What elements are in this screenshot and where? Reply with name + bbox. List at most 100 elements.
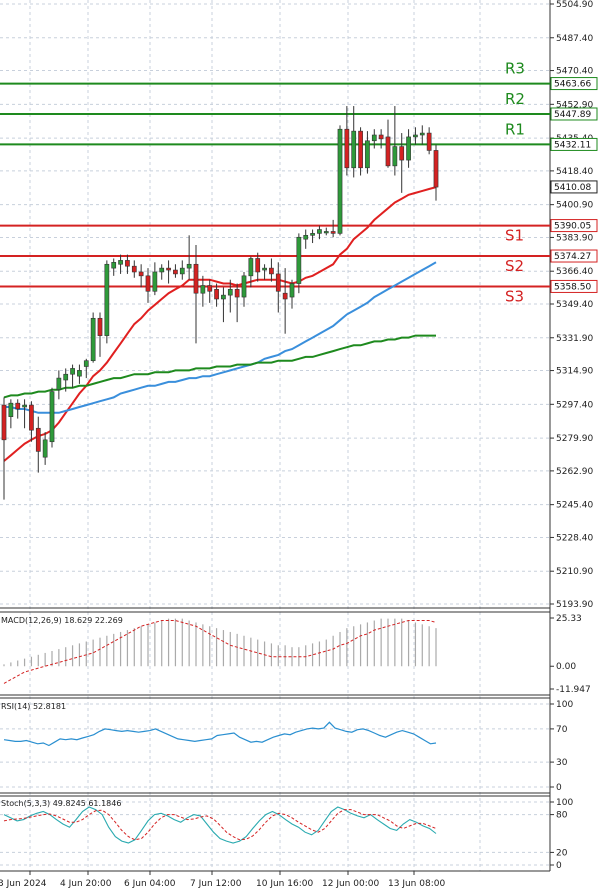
candle-body (221, 294, 226, 300)
price-tick-label: 5504.90 (556, 0, 593, 10)
time-tick-label: 4 Jun 20:00 (60, 879, 112, 889)
rsi-tick-label: 0 (556, 783, 562, 793)
candle-body (35, 427, 41, 452)
candle-body (1, 404, 7, 441)
panel-borders (0, 0, 551, 872)
candle-body (173, 269, 178, 275)
price-tick-label: 5210.90 (556, 567, 593, 577)
candle-body (56, 377, 62, 390)
candle-body (29, 404, 34, 431)
candle-body (214, 289, 219, 300)
candle-body (125, 260, 130, 267)
level-tag-text: 5463.66 (554, 80, 591, 90)
price-tick-label: 5245.40 (556, 501, 593, 511)
candle-body (22, 404, 27, 408)
candle-body (337, 128, 343, 234)
candle-body (330, 231, 336, 234)
macd-label: MACD(12,26,9) 18.629 22.269 (1, 616, 123, 625)
price-tick-label: 5349.40 (556, 300, 593, 310)
candle-body (15, 402, 21, 410)
level-tag-text: 5447.89 (554, 110, 591, 120)
candle-body (358, 130, 363, 169)
price-tick-label: 5331.90 (556, 334, 593, 344)
rsi-line (3, 721, 437, 747)
candle-body (42, 439, 48, 458)
candle-body (200, 285, 206, 294)
price-tick-label: 5262.90 (556, 467, 593, 477)
level-tag-box (550, 77, 598, 91)
candle-body (406, 136, 411, 161)
stoch-panel: 100 80 20 0 (0, 798, 573, 871)
level-label-s1: S1 (505, 227, 524, 245)
rsi-tick-label: 30 (556, 758, 568, 768)
candle-body (433, 150, 439, 188)
moving-average-green (3, 334, 436, 399)
candle-body (138, 271, 144, 277)
macd-panel: 25.33 0.00 -11.947 (3, 614, 591, 695)
candle-body (77, 370, 82, 377)
time-tick-label: 3 Jun 2024 (0, 879, 47, 889)
candle-body (234, 289, 240, 298)
price-tick-label: 5366.40 (556, 267, 593, 277)
level-label-s3: S3 (505, 287, 524, 305)
time-tick-label: 13 Jun 08:00 (388, 879, 445, 889)
candle-body (159, 267, 165, 273)
candle-body (8, 402, 14, 417)
candle-body (152, 271, 158, 292)
candle-body (131, 265, 137, 273)
candle-body (241, 275, 247, 298)
candle-body (392, 146, 398, 167)
rsi-tick-label: 70 (556, 725, 568, 735)
candle-body (282, 292, 288, 300)
level-label-r1: R1 (505, 120, 525, 138)
current-price-box (550, 180, 598, 194)
candle-body (227, 289, 233, 296)
candle-body (70, 368, 75, 375)
moving-averages (3, 186, 437, 462)
price-tick-label: 5470.40 (556, 67, 593, 77)
level-tag-box (550, 107, 598, 121)
price-axis: 5504.905487.405470.405452.905435.405418.… (550, 0, 593, 610)
time-tick-label: 12 Jun 00:00 (322, 879, 379, 889)
price-tick-label: 5452.90 (556, 100, 593, 110)
rsi-panel: 100 70 30 0 (0, 700, 573, 793)
level-tag-text: 5390.05 (554, 222, 591, 232)
candle-body (145, 275, 151, 292)
moving-average-red (3, 186, 437, 462)
candle-body (118, 260, 123, 265)
level-label-s2: S2 (505, 257, 524, 275)
stoch-tick-label: 0 (556, 861, 562, 871)
macd-tick-label: 25.33 (556, 614, 582, 624)
price-tick-label: 5418.40 (556, 167, 593, 177)
time-tick-label: 10 Jun 16:00 (256, 879, 313, 889)
rsi-tick-label: 100 (556, 700, 573, 710)
current-price-text: 5410.08 (554, 183, 591, 193)
macd-signal-line (3, 620, 437, 684)
candle-body (193, 263, 199, 294)
candle-body (419, 132, 425, 136)
candle-body (344, 128, 350, 169)
level-label-r2: R2 (505, 90, 525, 108)
stoch-tick-label: 100 (556, 798, 573, 808)
time-tick-label: 7 Jun 12:00 (190, 879, 242, 889)
candle-body (289, 283, 295, 298)
grid-layer (0, 0, 550, 871)
candle-body (166, 267, 171, 271)
candle-body (275, 273, 281, 292)
candle-body (97, 317, 103, 336)
level-tag-box (550, 137, 598, 151)
levels-layer: R3 R2 R1 S1 S2 S3 (0, 60, 550, 305)
candle-body (207, 285, 213, 292)
stoch-tick-label: 80 (556, 811, 568, 821)
candle-body (255, 258, 261, 273)
candle-body (111, 262, 117, 269)
stoch-label: Stoch(5,3,3) 49.8245 61.1846 (1, 799, 121, 808)
candle-body (248, 258, 254, 277)
macd-tick-label: 0.00 (556, 662, 576, 672)
rsi-label: RSI(14) 52.8181 (1, 702, 66, 711)
macd-tick-label: -11.947 (556, 685, 591, 695)
candle-body (323, 231, 329, 234)
time-axis: 3 Jun 2024 4 Jun 20:00 6 Jun 04:00 7 Jun 12… (0, 871, 445, 889)
candle-body (104, 263, 110, 336)
candle-body (269, 267, 274, 275)
